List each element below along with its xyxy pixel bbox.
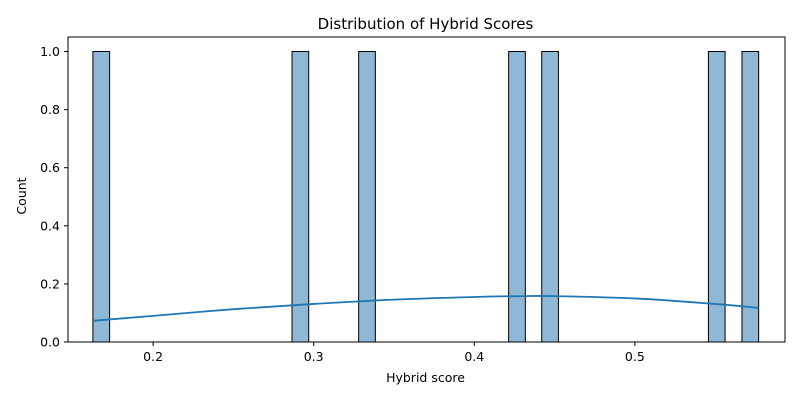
x-tick-label: 0.3 — [304, 349, 324, 364]
x-tick-label: 0.4 — [464, 349, 484, 364]
x-axis: 0.2 0.3 0.4 0.5 — [143, 342, 645, 364]
y-tick-label: 0.6 — [40, 160, 60, 175]
y-axis: 0.0 0.2 0.4 0.6 0.8 1.0 — [40, 44, 68, 350]
histogram-bars — [92, 51, 760, 343]
plot-frame — [67, 36, 786, 343]
y-tick-label: 0.2 — [40, 276, 60, 291]
histogram-bar-7 — [741, 51, 760, 343]
chart-title: Distribution of Hybrid Scores — [318, 15, 534, 33]
histogram-bar-4 — [508, 51, 526, 343]
y-tick-label: 1.0 — [40, 44, 60, 59]
histogram-bar-2 — [291, 51, 310, 343]
x-tick-label: 0.2 — [143, 349, 163, 364]
x-axis-label: Hybrid score — [386, 370, 465, 385]
y-tick-label: 0.8 — [40, 102, 60, 117]
histogram-bar-3 — [358, 51, 376, 343]
y-tick-label: 0.4 — [40, 218, 60, 233]
histogram-bar-5 — [541, 51, 559, 343]
kde-curve — [92, 294, 759, 322]
x-tick-label: 0.5 — [625, 349, 645, 364]
y-tick-label: 0.0 — [40, 335, 60, 350]
histogram-bar-6 — [707, 51, 726, 343]
histogram-bar-1 — [92, 51, 111, 343]
y-axis-label: Count — [14, 177, 29, 214]
